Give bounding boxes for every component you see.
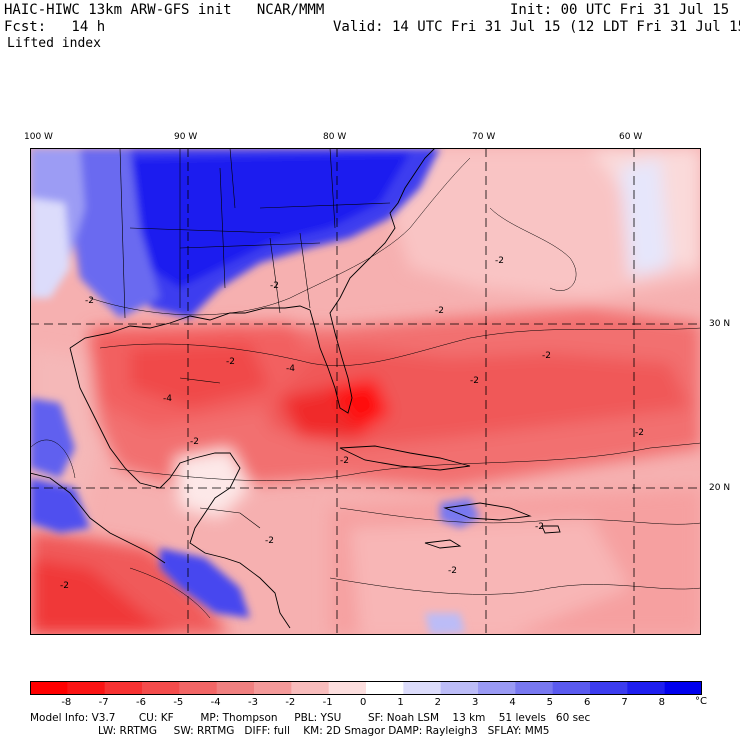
lon-label-60w: 60 W — [619, 132, 643, 142]
field-name: Lifted index — [7, 36, 101, 51]
model-title: HAIC-HIWC 13km ARW-GFS init NCAR/MMM — [4, 2, 325, 18]
contour-label: -2 — [448, 566, 457, 576]
colorbar-swatch — [142, 681, 180, 695]
colorbar — [30, 681, 702, 695]
model-info-line1: Model Info: V3.7 CU: KF MP: Thompson PBL… — [30, 712, 591, 724]
colorbar-swatch — [104, 681, 143, 695]
lon-label-70w: 70 W — [472, 132, 496, 142]
contour-label: -2 — [270, 281, 279, 291]
colorbar-tick-label: -6 — [136, 697, 146, 708]
contour-label: -4 — [163, 394, 172, 404]
lon-label-100w: 100 W — [24, 132, 53, 142]
colorbar-swatch — [478, 681, 516, 695]
colorbar-tick-label: 6 — [584, 697, 591, 708]
lon-label-90w: 90 W — [174, 132, 198, 142]
lat-label-20n: 20 N — [709, 483, 731, 493]
colorbar-tick-label: 5 — [546, 697, 554, 708]
contour-label: -2 — [470, 376, 479, 386]
colorbar-swatch — [30, 681, 68, 695]
colorbar-unit: °C — [695, 696, 707, 707]
contour-label: -2 — [542, 351, 551, 361]
contour-label: -2 — [435, 306, 444, 316]
contour-label: -2 — [535, 522, 544, 532]
contour-label: -2 — [635, 428, 644, 438]
colorbar-tick-label: 8 — [658, 697, 666, 708]
colorbar-swatch — [590, 681, 628, 695]
lifted-index-map: -2 -2 -2 -2 -2 -2 -2 -4 -4 -2 -2 -2 -2 -… — [30, 148, 701, 635]
colorbar-swatch — [254, 681, 292, 695]
colorbar-tick-label: 7 — [621, 697, 628, 708]
colorbar-swatch — [366, 681, 404, 695]
contours — [30, 157, 701, 619]
contour-label: -2 — [340, 456, 349, 466]
coastlines — [30, 148, 561, 629]
colorbar-swatch — [627, 681, 666, 695]
valid-time: Valid: 14 UTC Fri 31 Jul 15 (12 LDT Fri … — [333, 19, 740, 35]
colorbar-tick-label: -8 — [61, 697, 72, 708]
forecast-hour: Fcst: 14 h — [4, 19, 106, 35]
contour-label: -2 — [190, 437, 199, 447]
colorbar-tick-label: 2 — [434, 697, 442, 708]
shaded-field: -2 -2 -2 -2 -2 -2 -2 -4 -4 -2 -2 -2 -2 -… — [30, 148, 701, 635]
colorbar-tick-label: 0 — [360, 697, 367, 708]
latlon-grid — [30, 148, 701, 635]
contour-label: -2 — [60, 581, 69, 591]
colorbar-swatch — [440, 681, 479, 695]
colorbar-swatch — [403, 681, 442, 695]
colorbar-swatch — [179, 681, 218, 695]
contour-label: -2 — [495, 256, 504, 266]
colorbar-tick-label: 3 — [472, 697, 479, 708]
colorbar-swatch — [67, 681, 106, 695]
colorbar-frame — [30, 681, 702, 695]
colorbar-tick-label: 1 — [397, 697, 404, 708]
colorbar-swatch — [328, 681, 367, 695]
contour-label: -4 — [286, 364, 295, 374]
contour-label: -2 — [265, 536, 274, 546]
contour-label: -2 — [226, 357, 235, 367]
colorbar-swatch — [552, 681, 591, 695]
init-time: Init: 00 UTC Fri 31 Jul 15 — [510, 2, 730, 18]
colorbar-tick-label: 4 — [509, 697, 516, 708]
colorbar-tick-label: -5 — [173, 697, 184, 708]
colorbar-swatch — [291, 681, 330, 695]
model-info-line2: LW: RRTMG SW: RRTMG DIFF: full KM: 2D Sm… — [98, 725, 550, 737]
colorbar-swatch — [515, 681, 554, 695]
colorbar-tick-label: -1 — [322, 697, 333, 708]
lat-label-30n: 30 N — [709, 319, 731, 329]
colorbar-swatch — [664, 681, 702, 695]
colorbar-tick-label: -4 — [210, 697, 221, 708]
colorbar-tick-label: -2 — [285, 697, 296, 708]
state-borders — [119, 148, 391, 529]
colorbar-swatch — [216, 681, 255, 695]
colorbar-tick-label: -7 — [98, 697, 109, 708]
colorbar-tick-label: -3 — [248, 697, 258, 708]
contour-label: -2 — [85, 296, 94, 306]
lon-label-80w: 80 W — [323, 132, 347, 142]
